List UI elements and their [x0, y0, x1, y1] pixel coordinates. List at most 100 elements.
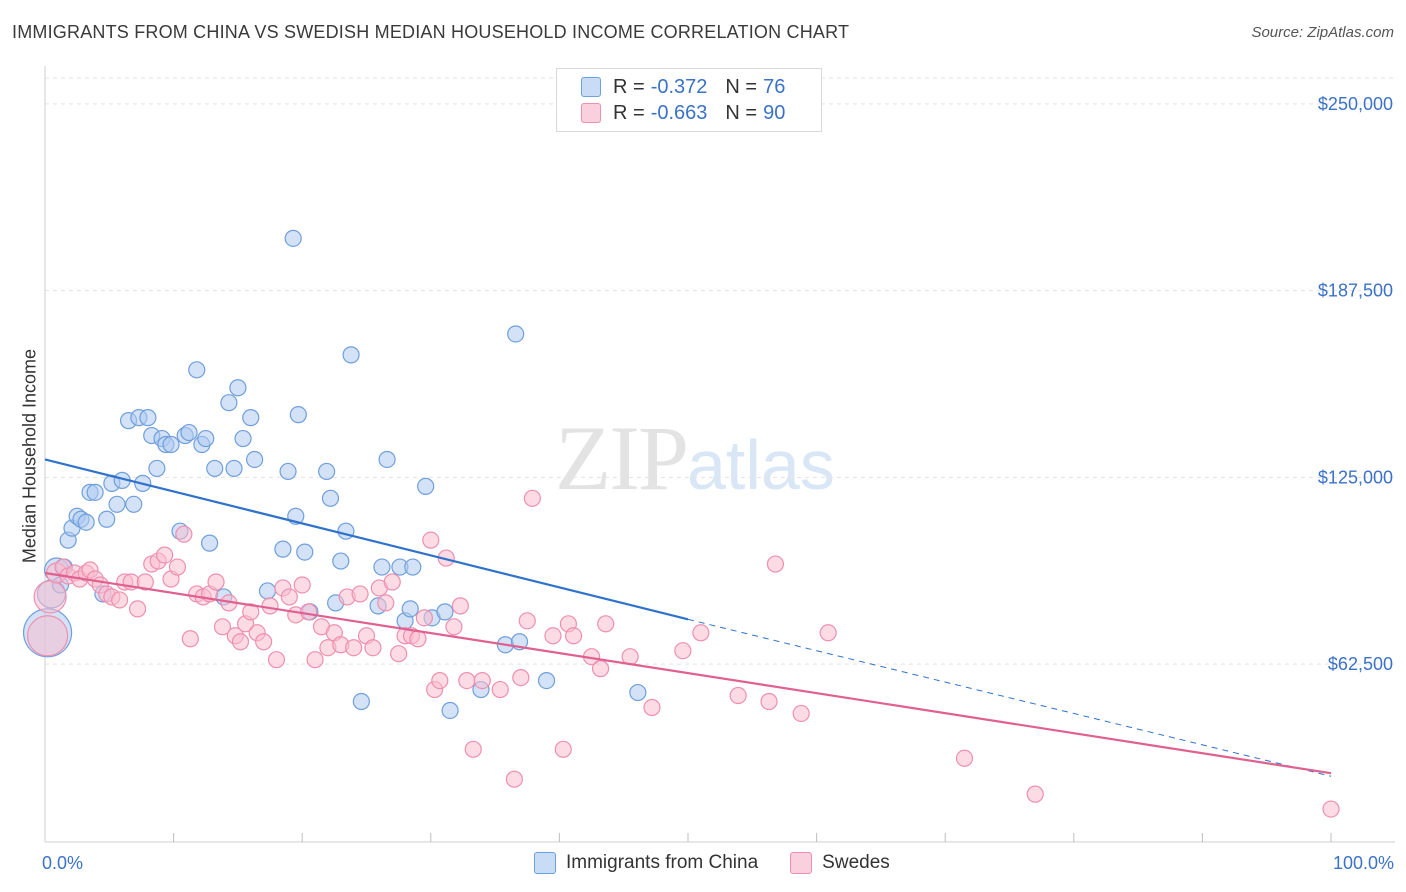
- point-china: [441, 701, 459, 720]
- point-swede: [431, 671, 449, 690]
- point-swede: [280, 588, 298, 606]
- legend-n-value: 90: [763, 101, 786, 124]
- point-swede: [231, 633, 250, 651]
- legend-row-china: R = -0.372 N = 76: [581, 75, 785, 99]
- point-swede: [523, 489, 541, 507]
- point-china: [284, 229, 302, 247]
- legend-r-label: R =: [613, 75, 645, 98]
- series-label-china: Immigrants from China: [566, 852, 759, 873]
- point-china: [220, 394, 238, 412]
- legend-r-value: -0.663: [650, 101, 708, 124]
- point-swede: [473, 671, 491, 690]
- point-china: [507, 325, 525, 343]
- point-swede: [422, 531, 440, 549]
- point-china: [206, 459, 224, 478]
- series-legend-china[interactable]: Immigrants from China: [534, 852, 758, 874]
- point-swede: [591, 660, 610, 678]
- legend-n-value: 76: [763, 75, 786, 98]
- point-swede: [458, 671, 476, 690]
- point-swede: [464, 740, 482, 758]
- y-tick-label: $125,000: [1318, 467, 1393, 487]
- point-china: [139, 409, 157, 427]
- point-china: [373, 558, 391, 576]
- point-swede: [512, 669, 530, 687]
- point-swede: [168, 558, 187, 576]
- point-china: [77, 513, 95, 531]
- trend-line-swedes: [44, 571, 1332, 775]
- series-legend-swedes[interactable]: Swedes: [790, 852, 890, 874]
- point-swede: [643, 698, 661, 717]
- point-china: [404, 558, 422, 576]
- point-china: [225, 459, 243, 478]
- point-swede: [505, 770, 523, 788]
- point-swede: [351, 585, 369, 603]
- point-swede: [518, 612, 536, 630]
- trend-line-china: [44, 458, 689, 621]
- point-china: [279, 462, 297, 481]
- point-swede: [242, 603, 260, 621]
- point-swede: [306, 651, 324, 669]
- legend-swatch-china: [581, 77, 601, 97]
- point-swede: [692, 624, 710, 642]
- point-china: [401, 600, 419, 618]
- point-china: [289, 406, 307, 424]
- point-china: [274, 540, 292, 558]
- point-china: [188, 361, 206, 379]
- point-swede: [1026, 785, 1044, 803]
- point-china: [629, 683, 647, 702]
- trend-lines: [44, 458, 1332, 777]
- watermark: ZIPatlas: [555, 405, 835, 511]
- point-china: [162, 435, 180, 454]
- point-swede: [955, 749, 974, 767]
- point-swede: [544, 627, 562, 645]
- x-tick-min: 0.0%: [42, 853, 84, 873]
- trend-line-china-extension: [687, 618, 1332, 777]
- point-swede: [766, 555, 785, 573]
- point-china: [318, 462, 336, 481]
- point-swede: [155, 546, 174, 564]
- point-swede: [383, 573, 401, 591]
- point-china: [229, 379, 247, 397]
- y-tick-label: $187,500: [1318, 281, 1393, 301]
- point-china: [148, 459, 166, 478]
- point-swede: [760, 692, 778, 711]
- point-swede: [300, 603, 318, 621]
- data-points: [22, 229, 1340, 818]
- point-swede: [445, 618, 463, 636]
- point-swede: [181, 630, 199, 648]
- point-swede: [792, 704, 810, 723]
- point-swede: [33, 580, 67, 614]
- point-swede: [267, 651, 286, 669]
- point-china: [296, 543, 314, 561]
- legend-row-swedes: R = -0.663 N = 90: [581, 101, 785, 125]
- series-legend: Immigrants from China Swedes: [534, 852, 922, 874]
- point-china: [352, 692, 370, 711]
- point-china: [125, 495, 143, 513]
- point-china: [201, 534, 219, 552]
- watermark-zip: ZIP: [555, 407, 689, 509]
- legend: R = -0.372 N = 76 R = -0.663 N = 90: [556, 68, 822, 132]
- point-china: [242, 409, 260, 427]
- point-china: [197, 429, 215, 448]
- point-swede: [819, 624, 837, 642]
- watermark-atlas: atlas: [687, 426, 835, 504]
- point-china: [321, 489, 340, 507]
- y-tick-label: $62,500: [1328, 654, 1393, 674]
- point-china: [258, 582, 277, 600]
- point-swede: [293, 576, 311, 594]
- point-china: [537, 671, 556, 690]
- point-swede: [674, 642, 692, 660]
- y-tick-labels: $62,500 $125,000 $187,500 $250,000: [1318, 94, 1393, 674]
- point-swede: [451, 597, 469, 615]
- point-swede: [136, 573, 154, 591]
- point-swede: [491, 680, 509, 699]
- x-tick-max: 100.0%: [1332, 853, 1394, 873]
- point-swede: [175, 525, 193, 543]
- point-swede: [377, 594, 395, 612]
- point-swede: [207, 573, 225, 591]
- point-china: [342, 346, 360, 364]
- legend-n-label: N =: [725, 101, 758, 124]
- point-swede: [390, 645, 408, 663]
- point-china: [246, 450, 264, 469]
